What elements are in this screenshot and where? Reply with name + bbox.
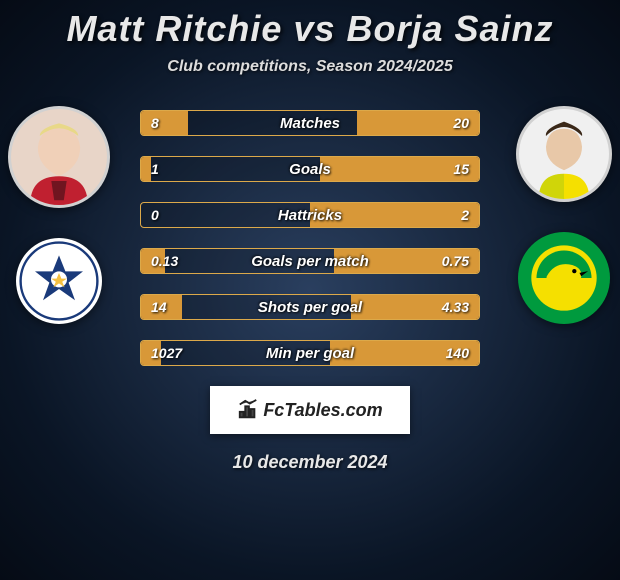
subtitle: Club competitions, Season 2024/2025 <box>0 58 620 76</box>
stat-label: Matches <box>141 111 479 135</box>
branding-box: FcTables.com <box>210 386 410 434</box>
player-right-avatar <box>516 106 612 202</box>
date-label: 10 december 2024 <box>0 452 620 473</box>
club-right-badge <box>518 232 610 324</box>
stat-row: 0.13Goals per match0.75 <box>140 248 480 274</box>
stat-value-right: 4.33 <box>432 295 479 319</box>
stat-value-right: 15 <box>443 157 479 181</box>
bird-icon <box>521 235 607 321</box>
comparison-card: Matt Ritchie vs Borja Sainz Club competi… <box>0 0 620 580</box>
stat-value-right: 140 <box>436 341 479 365</box>
stat-row: 1Goals15 <box>140 156 480 182</box>
person-icon <box>519 109 609 199</box>
stat-label: Shots per goal <box>141 295 479 319</box>
stat-value-right: 20 <box>443 111 479 135</box>
person-icon <box>11 109 107 205</box>
chart-icon <box>237 399 259 421</box>
stat-value-right: 2 <box>451 203 479 227</box>
stat-row: 0Hattricks2 <box>140 202 480 228</box>
right-column <box>516 106 612 324</box>
stat-row: 14Shots per goal4.33 <box>140 294 480 320</box>
stat-row: 1027Min per goal140 <box>140 340 480 366</box>
stat-label: Min per goal <box>141 341 479 365</box>
shield-icon <box>19 241 99 321</box>
club-left-badge <box>16 238 102 324</box>
player-left-avatar <box>8 106 110 208</box>
branding-text: FcTables.com <box>263 400 382 421</box>
stat-label: Goals per match <box>141 249 479 273</box>
page-title: Matt Ritchie vs Borja Sainz <box>0 8 620 50</box>
stat-value-right: 0.75 <box>432 249 479 273</box>
stat-label: Hattricks <box>141 203 479 227</box>
stat-row: 8Matches20 <box>140 110 480 136</box>
left-column <box>8 106 110 324</box>
main-panel: 8Matches20 1Goals15 0Hattricks2 0.13Goals p… <box>0 106 620 473</box>
branding-label: FcTables.com <box>237 399 382 421</box>
stat-label: Goals <box>141 157 479 181</box>
stats-panel: 8Matches20 1Goals15 0Hattricks2 0.13Goals p… <box>140 106 480 366</box>
